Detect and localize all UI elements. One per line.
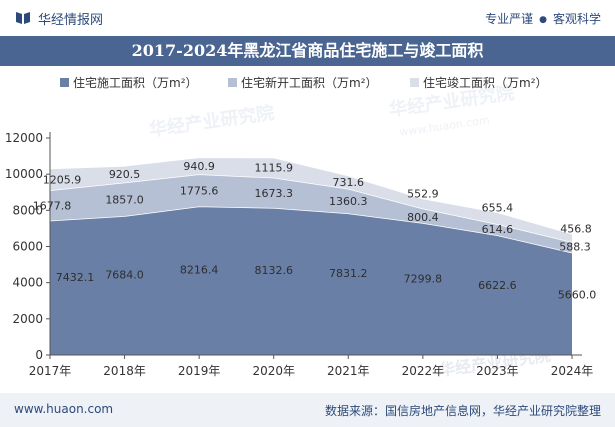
x-tick-label: 2018年 — [103, 364, 146, 378]
legend-label: 住宅新开工面积（万m²） — [241, 75, 378, 90]
y-tick-label: 6000 — [12, 240, 43, 254]
logo-icon — [16, 12, 30, 24]
area-series-3 — [50, 157, 572, 243]
x-tick-label: 2024年 — [551, 364, 594, 378]
data-label: 552.9 — [407, 188, 439, 201]
data-label: 588.3 — [559, 241, 591, 254]
separator-dot-icon: ● — [539, 15, 547, 25]
x-tick-label: 2020年 — [252, 364, 295, 378]
data-label: 7684.0 — [105, 269, 144, 282]
data-label: 1205.9 — [43, 173, 82, 186]
data-label: 8132.6 — [254, 264, 293, 277]
data-source: 数据来源：国信房地产信息网，华经产业研究院整理 — [324, 404, 601, 418]
legend-swatch — [228, 78, 237, 87]
legend-label: 住宅施工面积（万m²） — [73, 75, 198, 90]
area-series-1 — [50, 206, 572, 355]
data-label: 7831.2 — [329, 267, 368, 280]
data-label: 7432.1 — [56, 271, 95, 284]
tagline-left: 专业严谨 — [485, 12, 534, 26]
y-tick-label: 0 — [35, 348, 43, 362]
footer-url[interactable]: www.huaon.com — [14, 402, 114, 416]
data-label: 8216.4 — [180, 263, 219, 276]
data-label: 1775.6 — [180, 184, 219, 197]
x-tick-label: 2021年 — [327, 364, 370, 378]
legend-label: 住宅竣工面积（万m²） — [423, 75, 548, 90]
watermark: 华经产业研究院 — [148, 102, 276, 141]
data-label: 7299.8 — [404, 272, 443, 285]
legend-swatch — [60, 78, 69, 87]
footer: www.huaon.com 数据来源：国信房地产信息网，华经产业研究院整理 — [0, 393, 615, 427]
y-tick-label: 2000 — [12, 312, 43, 326]
series-line-3 — [49, 156, 573, 235]
top-bar: 华经情报网 专业严谨 ● 客观科学 — [0, 0, 615, 36]
data-label: 920.5 — [109, 168, 141, 181]
data-label: 1115.9 — [254, 162, 293, 175]
data-label: 456.8 — [560, 223, 592, 236]
data-label: 940.9 — [183, 160, 215, 173]
data-label: 5660.0 — [558, 289, 597, 302]
data-label: 800.4 — [407, 211, 439, 224]
legend-swatch — [410, 78, 419, 87]
chart-title: 2017-2024年黑龙江省商品住宅施工与竣工面积 — [131, 41, 484, 60]
chart: 华经产业研究院华经产业研究院www.huaon.com华经产业研究院住宅施工面积… — [5, 75, 597, 380]
data-label: 6622.6 — [478, 279, 517, 292]
tagline-right: 客观科学 — [552, 12, 601, 26]
data-label: 1677.8 — [33, 199, 72, 212]
x-tick-label: 2023年 — [476, 364, 519, 378]
tagline: 专业严谨 ● 客观科学 — [485, 10, 601, 27]
y-tick-label: 10000 — [5, 167, 43, 181]
title-bar: 2017-2024年黑龙江省商品住宅施工与竣工面积 — [0, 36, 615, 66]
data-label: 655.4 — [482, 201, 514, 214]
brand-name: 华经情报网 — [38, 13, 104, 28]
y-tick-label: 8000 — [12, 203, 43, 217]
x-tick-label: 2019年 — [178, 364, 221, 378]
x-tick-label: 2022年 — [402, 364, 445, 378]
data-label: 1673.3 — [254, 187, 293, 200]
y-tick-label: 12000 — [5, 131, 43, 145]
x-tick-label: 2017年 — [29, 364, 72, 378]
data-label: 1857.0 — [105, 193, 144, 206]
data-label: 731.6 — [333, 176, 365, 189]
y-tick-label: 4000 — [12, 276, 43, 290]
area-series-2 — [50, 174, 572, 253]
data-label: 614.6 — [482, 223, 514, 236]
data-label: 1360.3 — [329, 195, 368, 208]
